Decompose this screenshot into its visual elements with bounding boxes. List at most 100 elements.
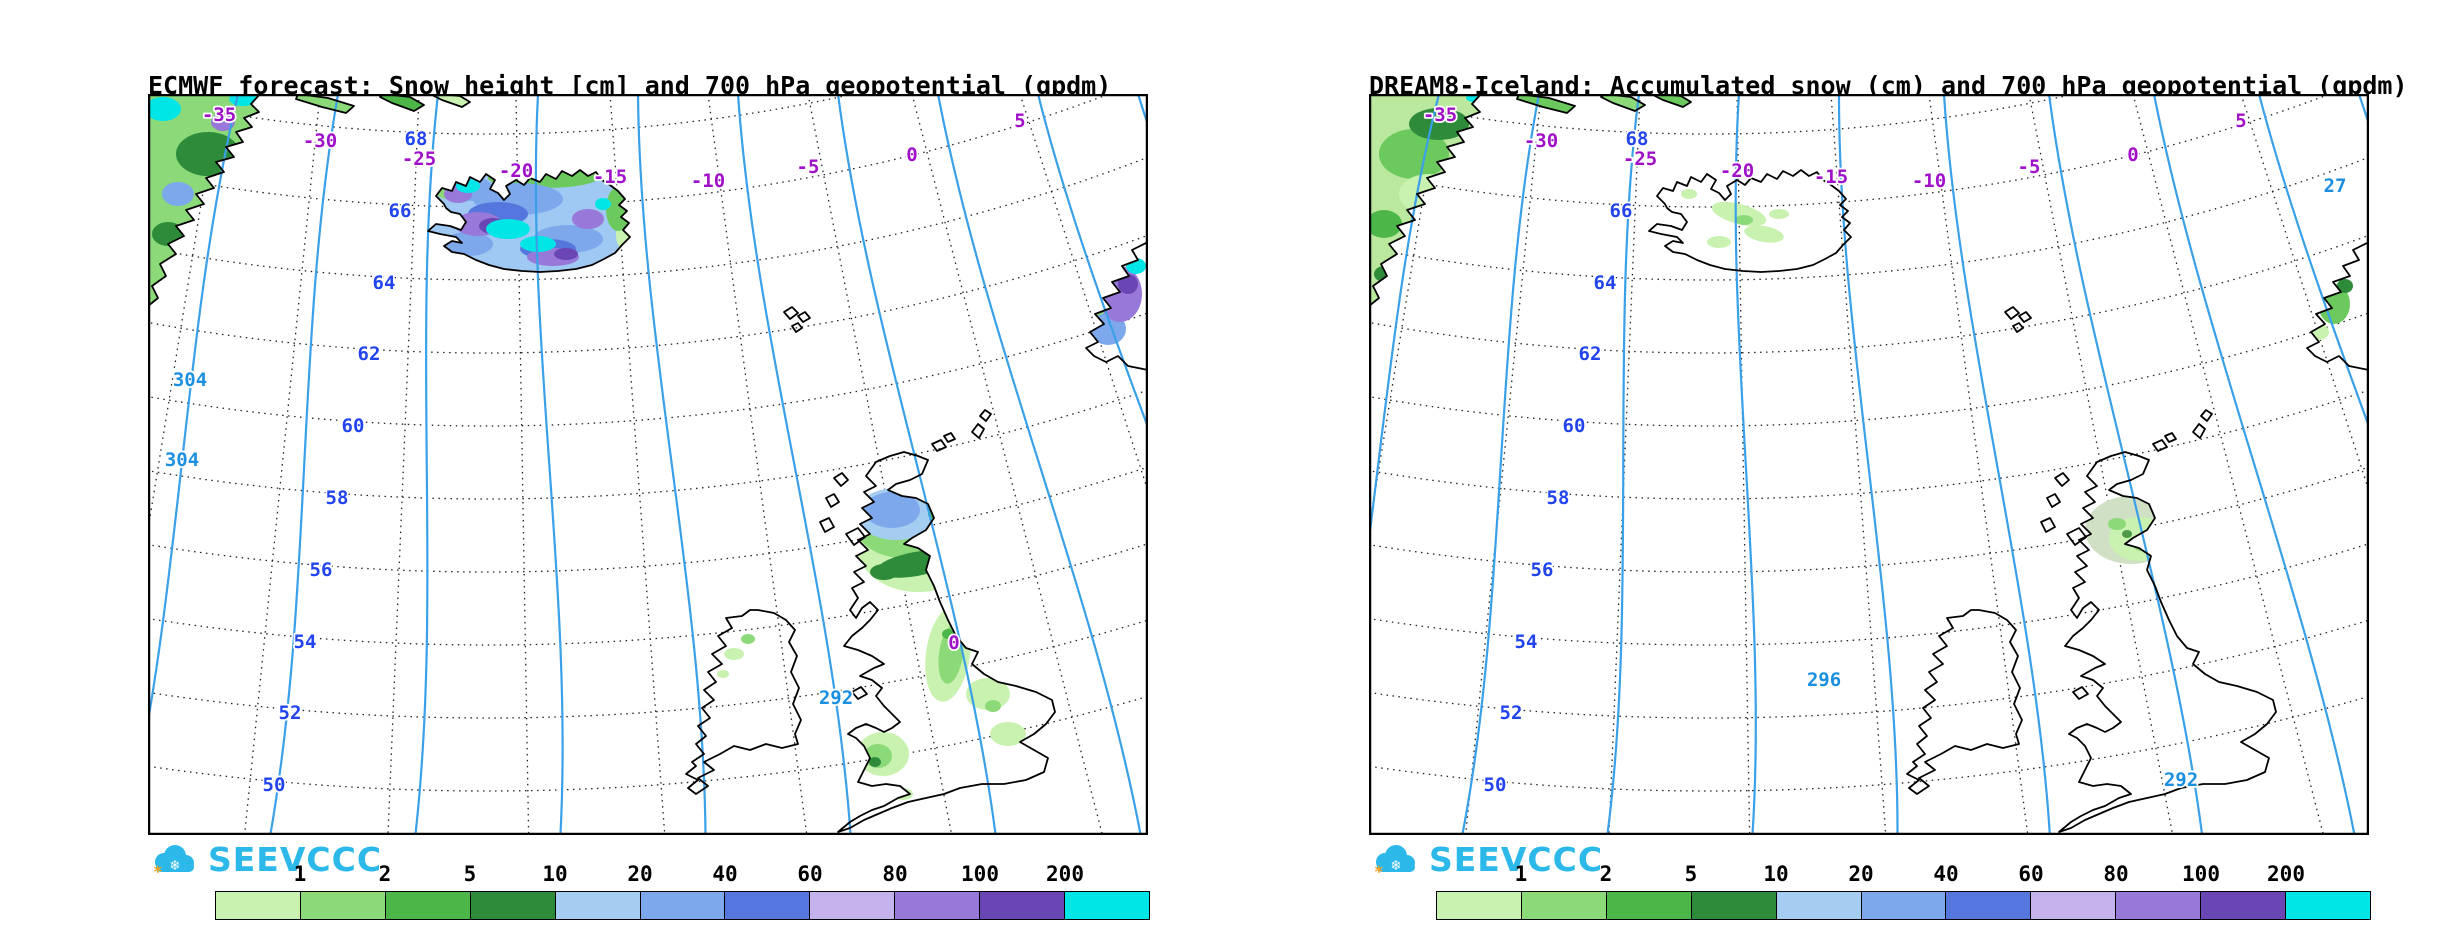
colorbar-segment [1436,891,1522,920]
colorbar-tick: 2 [378,862,392,886]
panel-ecmwf: ECMWF forecast: Snow height [cm] and 700… [0,0,1221,925]
seevccc-cloud-icon: ❄ * [1374,844,1415,879]
colorbar-segment [1064,891,1150,920]
longitude-labels: -35 -30 -25 -20 -15 -10 -5 0 5 [1421,102,2248,194]
map-label: 64 [1594,272,1617,294]
colorbar-tick: 5 [1684,862,1698,886]
svg-text:*: * [153,862,163,879]
colorbar-segment [554,891,641,920]
map-label: 50 [1484,774,1507,796]
map-label: -5 [797,156,820,178]
map-label: 52 [279,702,302,724]
svg-text:*: * [1374,862,1384,879]
colorbar-tick: 20 [1848,862,1874,886]
map-label: 56 [1531,559,1554,581]
map-label: 58 [1547,487,1570,509]
geopotential-contours [1369,94,2369,835]
map-label: -35 [1423,104,1457,126]
snow-scale-colorbar [215,891,1150,920]
map-label: 296 [1807,669,1841,691]
colorbar-tick: 40 [712,862,738,886]
map-label: -10 [691,170,725,192]
map-label: 52 [1500,702,1523,724]
colorbar-tick: 20 [627,862,653,886]
colorbar-segment [1860,891,1947,920]
map-label: 54 [294,631,317,653]
colorbar-segment [299,891,386,920]
map-label: 60 [342,415,365,437]
longitude-labels: -35 -30 -25 -20 -15 -10 -5 0 5 0 [200,102,1027,656]
colorbar-tick: 60 [797,862,823,886]
map-label: -30 [303,130,337,152]
colorbar-segment [1775,891,1862,920]
map-label: 0 [2127,144,2138,166]
svg-text:❄: ❄ [170,856,179,874]
map-label: 66 [1610,200,1633,222]
colorbar-segment [384,891,471,920]
svg-text:❄: ❄ [1391,856,1400,874]
map-label: 64 [373,272,396,294]
map-label: 27 [2324,175,2347,197]
contour-value-labels: 296 292 27 [1805,173,2348,793]
colorbar-tick: 10 [1763,862,1789,886]
map-label: 54 [1515,631,1538,653]
seevccc-logo: ❄ * SEEVCCC [1369,840,1603,879]
map-label: 0 [906,144,917,166]
colorbar-segment [1945,891,2032,920]
colorbar-tick: 100 [2182,862,2220,886]
map-label: 5 [1014,110,1025,132]
colorbar-tick: 200 [1046,862,1084,886]
colorbar-segment [1605,891,1692,920]
colorbar-tick-labels: 1 2 5 10 20 40 60 80 100 200 [1436,862,2371,888]
map-label: -10 [1912,170,1946,192]
map-label: 68 [1626,128,1649,150]
latitude-labels: 68 66 64 62 60 58 56 54 52 50 [261,126,429,798]
seevccc-cloud-icon: ❄ * [153,844,194,879]
colorbar-tick-labels: 1 2 5 10 20 40 60 80 100 200 [215,862,1150,888]
colorbar-segment [2115,891,2202,920]
panel-dream8: DREAM8-Iceland: Accumulated snow (cm) an… [1221,0,2442,925]
colorbar-tick: 2 [1599,862,1613,886]
colorbar-segment [2200,891,2287,920]
map-label: 58 [326,487,349,509]
colorbar-tick: 1 [1514,862,1528,886]
colorbar-segment [639,891,726,920]
map-label: 62 [358,343,381,365]
map-label: 56 [310,559,333,581]
map-frame [1369,94,2369,835]
colorbar-segment [1520,891,1607,920]
map-label: -35 [202,104,236,126]
colorbar-tick: 100 [961,862,999,886]
colorbar-segment [724,891,811,920]
colorbar-segment [894,891,981,920]
colorbar-segment [2285,891,2371,920]
colorbar-tick: 40 [1933,862,1959,886]
colorbar-tick: 80 [882,862,908,886]
colorbar-segment [2030,891,2117,920]
snow-shading [148,94,1146,800]
map-label: 50 [263,774,286,796]
map-label: 66 [389,200,412,222]
colorbar-segment [979,891,1066,920]
colorbar-tick: 80 [2103,862,2129,886]
snow-scale-colorbar [1436,891,2371,920]
map-label: 62 [1579,343,1602,365]
map-label: 304 [173,369,207,391]
colorbar-segment [215,891,301,920]
colorbar-tick: 1 [293,862,307,886]
snow-shading [1369,94,2353,564]
map-label: 292 [819,687,853,709]
colorbar-tick: 10 [542,862,568,886]
map-frame [148,94,1148,835]
colorbar-segment [809,891,896,920]
map-label: -25 [1623,148,1657,170]
seevccc-logo-text: SEEVCCC [1429,840,1604,879]
map-label: -30 [1524,130,1558,152]
contour-value-labels: 304 304 292 [163,367,855,711]
colorbar-segment [1690,891,1777,920]
map-label: 304 [165,449,199,471]
colorbar-tick: 5 [463,862,477,886]
